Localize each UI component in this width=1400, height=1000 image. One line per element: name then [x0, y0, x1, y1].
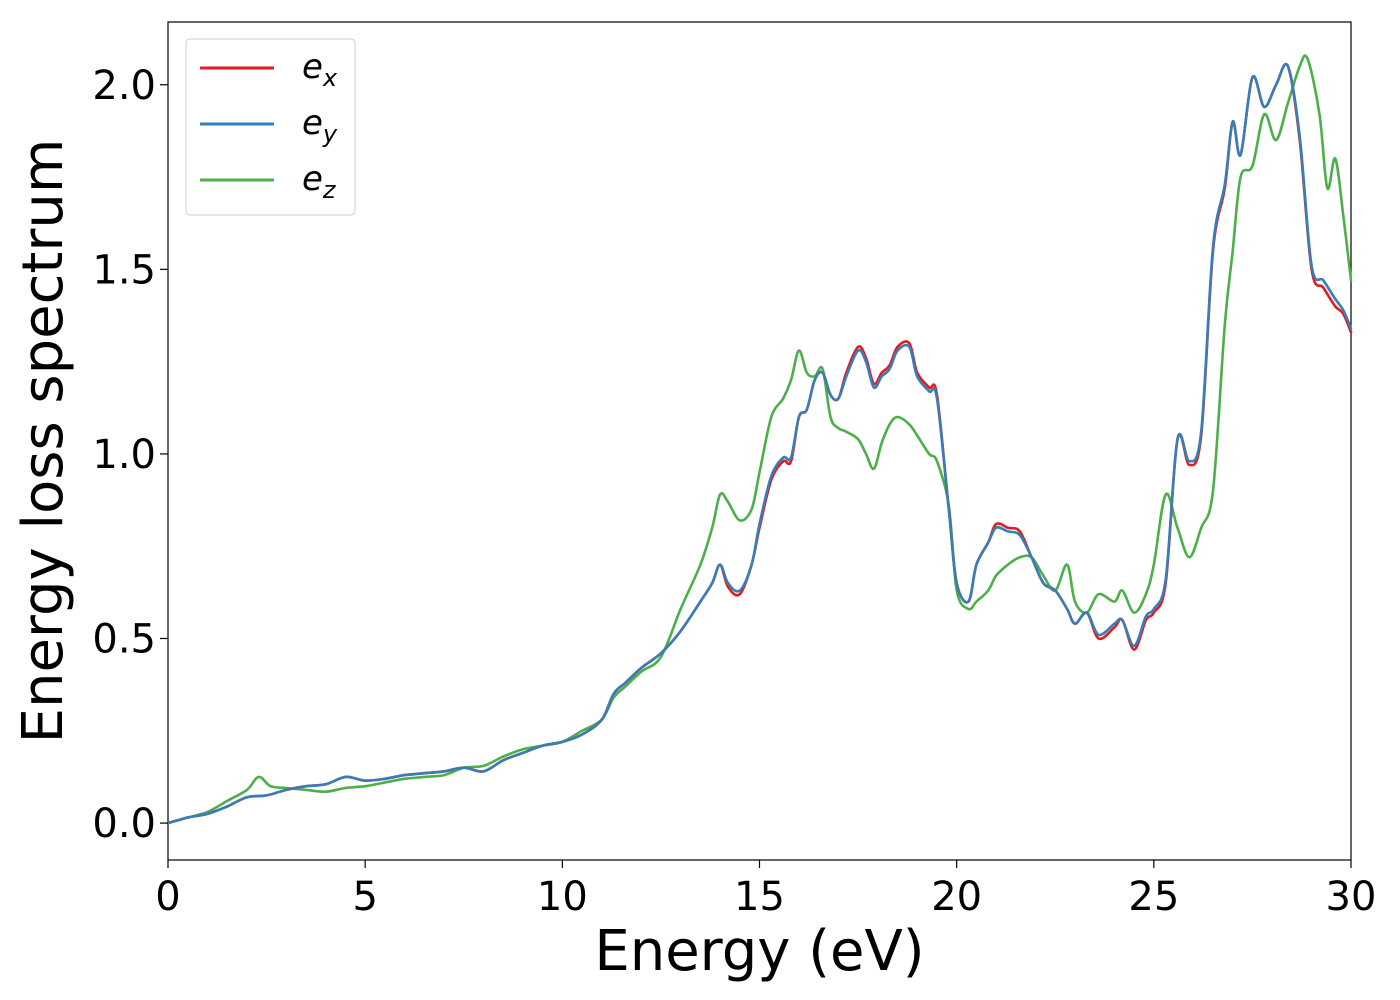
series-layer: [166, 54, 1353, 825]
legend-items: ex ey ez: [200, 47, 338, 204]
legend-label-ey: ey: [302, 103, 338, 148]
x-axis-title: Energy (eV): [594, 919, 924, 984]
y-tick-label: 2.0: [92, 63, 156, 109]
legend-label-ez: ez: [302, 159, 337, 204]
legend-label-ex: ex: [302, 47, 338, 92]
x-tick-label: 20: [931, 874, 982, 920]
x-tick-label: 5: [352, 874, 377, 920]
y-axis-title: Energy loss spectrum: [11, 139, 76, 744]
legend: ex ey ez: [185, 38, 356, 216]
tick-layer: 0 5 10 15 20 25 30 0.0 0.5 1.0 1.5 2.0: [92, 63, 1376, 920]
x-tick-label: 15: [734, 874, 785, 920]
y-tick-label: 1.0: [92, 432, 156, 478]
x-tick-label: 10: [537, 874, 588, 920]
series-line-ey: [166, 63, 1353, 825]
plot-area: [167, 21, 1352, 861]
x-tick-label: 0: [155, 874, 180, 920]
legend-box: [185, 38, 356, 216]
x-tick-label: 30: [1326, 874, 1377, 920]
y-tick-label: 0.5: [92, 617, 156, 663]
x-tick-label: 25: [1128, 874, 1179, 920]
y-tick-label: 1.5: [92, 247, 156, 293]
y-tick-label: 0.0: [92, 801, 156, 847]
